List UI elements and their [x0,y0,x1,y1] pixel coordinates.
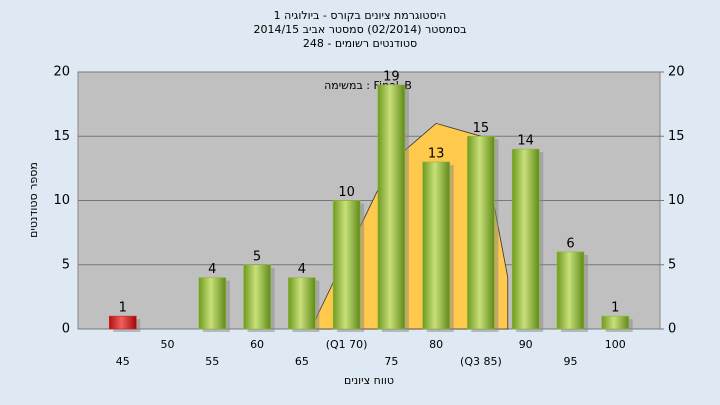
value-label: 10 [338,185,355,200]
x-tick-label: 75 [384,355,398,368]
x-axis-label: טווח ציונים [344,374,394,387]
y2-tick-label: 15 [668,129,685,144]
x-tick-label: 60 [250,338,264,351]
value-label: 4 [298,262,306,277]
value-label: 15 [473,121,490,136]
value-label: 13 [428,146,445,161]
bar [108,315,137,330]
value-label: 1 [611,301,619,316]
x-tick-label: (Q3 85) [460,355,502,368]
value-label: 4 [208,262,216,277]
x-tick-label: 65 [295,355,309,368]
y2-tick-label: 0 [668,322,676,337]
y-tick-label: 10 [53,193,70,208]
bar [198,277,227,330]
x-tick-label: 55 [205,355,219,368]
y-tick-label: 15 [53,129,70,144]
bar [288,277,316,330]
x-tick-label: 100 [605,338,626,351]
value-label: 14 [517,134,534,149]
value-label: 6 [566,236,574,251]
bar [243,264,271,330]
y-tick-label: 0 [62,322,70,337]
x-tick-label: (Q1 70) [326,338,368,351]
x-tick-label: 95 [563,355,577,368]
value-label: 19 [383,69,400,84]
y-tick-label: 5 [62,257,70,272]
bar [556,251,585,330]
y2-tick-label: 10 [668,193,685,208]
title: היסטוגרמת ציונים בקורס - ביולוגיה 1 [274,9,447,22]
bar [601,315,630,330]
y-tick-label: 20 [53,65,70,80]
y-axis-label: מספר סטודנטים [27,162,40,238]
title: בסמסטר (02/2014) סמסטר אביב 2014/15 [253,23,466,36]
x-tick-label: 50 [161,338,175,351]
y2-tick-label: 5 [668,257,676,272]
x-tick-label: 80 [429,338,443,351]
x-tick-label: 90 [519,338,533,351]
y2-tick-label: 20 [668,65,685,80]
bar [377,84,406,330]
bar [467,135,495,330]
bar [332,200,361,330]
value-label: 5 [253,249,261,264]
bar [511,148,540,330]
bar [422,161,450,330]
title: סטודנטים רשומים - 248 [303,37,417,50]
value-label: 1 [119,301,127,316]
x-tick-label: 45 [116,355,130,368]
